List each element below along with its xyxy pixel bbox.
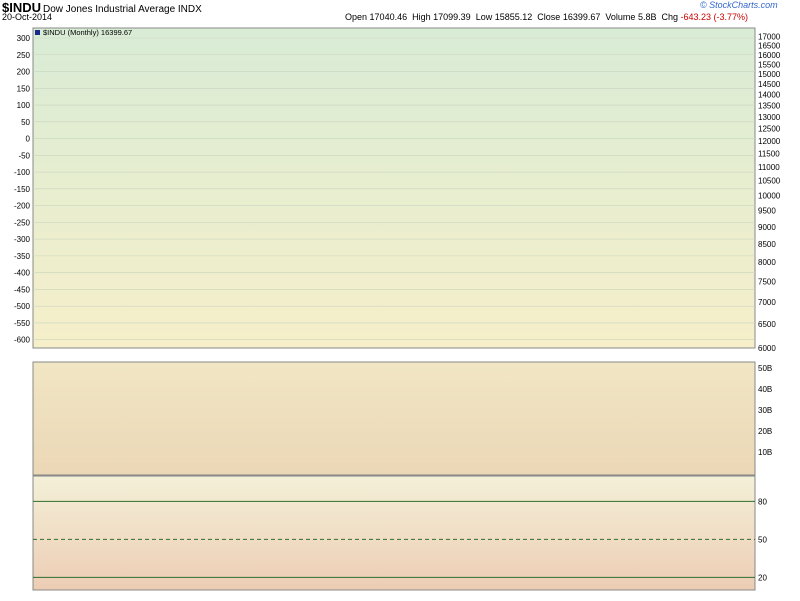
volume-axis-tick: 30B	[758, 406, 772, 415]
right-axis-tick: 8500	[758, 240, 776, 249]
left-axis-tick: 150	[17, 84, 31, 93]
right-axis-tick: 6000	[758, 344, 776, 353]
volume-value: 5.8B	[637, 12, 657, 22]
oscillator-axis-tick: 80	[758, 497, 767, 506]
right-axis-tick: 10000	[758, 191, 781, 200]
change-value: -643.23 (-3.77%)	[680, 12, 749, 22]
left-axis-tick: 300	[17, 34, 31, 43]
left-axis-tick: -50	[18, 151, 30, 160]
right-axis-tick: 7000	[758, 298, 776, 307]
right-axis-tick: 15000	[758, 70, 781, 79]
right-axis-tick: 12500	[758, 125, 781, 134]
left-axis-tick: -350	[14, 252, 31, 261]
price-panel	[32, 27, 756, 349]
brand-logo: © StockCharts.com	[700, 0, 778, 10]
volume-panel	[32, 361, 756, 476]
right-axis-tick: 9000	[758, 223, 776, 232]
right-axis-tick: 14500	[758, 80, 781, 89]
low-value: 15855.12	[494, 12, 533, 22]
right-axis-tick: 11500	[758, 150, 780, 159]
right-axis-tick: 11000	[758, 163, 780, 172]
right-axis-tick: 7500	[758, 277, 776, 286]
left-axis-tick: -550	[14, 319, 31, 328]
open-value: 17040.46	[369, 12, 408, 22]
left-axis-tick: 100	[17, 101, 31, 110]
right-axis-tick: 10500	[758, 177, 781, 186]
left-axis-tick: 250	[17, 51, 31, 60]
left-axis-tick: -600	[14, 336, 31, 345]
chart-symbol: $INDU Dow Jones Industrial Average INDX	[2, 0, 202, 15]
right-axis-tick: 9500	[758, 207, 776, 216]
oscillator-axis-tick: 50	[758, 535, 767, 544]
close-value: 16399.67	[562, 12, 601, 22]
right-axis-tick: 13000	[758, 113, 781, 122]
right-axis-tick: 15500	[758, 60, 781, 69]
right-axis-tick: 12000	[758, 137, 781, 146]
oscillator-panel	[32, 475, 756, 591]
right-axis-tick: 17000	[758, 33, 781, 42]
quote-bar: Open 17040.46 High 17099.39 Low 15855.12…	[345, 12, 749, 22]
left-axis-tick: -200	[14, 202, 31, 211]
left-axis-tick: 50	[21, 118, 30, 127]
right-axis-tick: 16000	[758, 51, 781, 60]
left-axis-tick: -300	[14, 235, 31, 244]
left-axis-tick: 0	[26, 135, 31, 144]
index-name: Dow Jones Industrial Average INDX	[43, 4, 202, 15]
left-axis-tick: -500	[14, 302, 31, 311]
volume-axis-tick: 50B	[758, 364, 772, 373]
volume-axis-tick: 10B	[758, 448, 772, 457]
chart-date: 20-Oct-2014	[2, 12, 53, 22]
right-axis-tick: 8000	[758, 258, 776, 267]
volume-axis-tick: 20B	[758, 427, 772, 436]
left-axis-tick: -150	[14, 185, 31, 194]
high-value: 17099.39	[433, 12, 471, 22]
right-axis-tick: 6500	[758, 320, 776, 329]
left-axis-tick: 200	[17, 68, 31, 77]
right-axis-tick: 16500	[758, 42, 781, 51]
panel-title: $INDU (Monthly) 16399.67	[43, 28, 132, 37]
left-axis-tick: -250	[14, 218, 31, 227]
left-axis-tick: -100	[14, 168, 31, 177]
oscillator-axis-tick: 20	[758, 573, 767, 582]
left-axis-tick: -450	[14, 285, 31, 294]
volume-axis-tick: 40B	[758, 385, 772, 394]
right-axis-tick: 14000	[758, 91, 781, 100]
legend-swatch	[35, 30, 40, 35]
left-axis-tick: -400	[14, 269, 31, 278]
right-axis-tick: 13500	[758, 102, 781, 111]
